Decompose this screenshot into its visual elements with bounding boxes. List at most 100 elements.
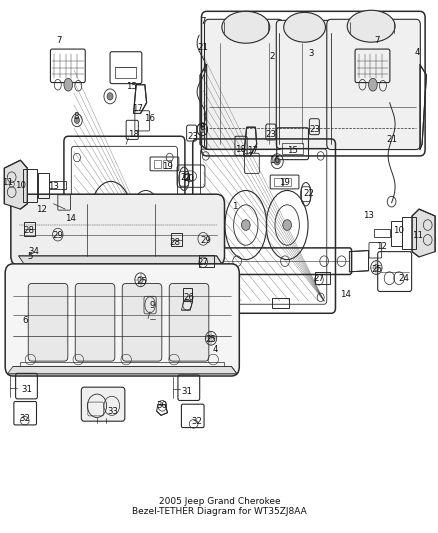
Ellipse shape [200,126,205,133]
Text: 29: 29 [53,231,63,240]
Text: 14: 14 [339,289,350,298]
Text: 22: 22 [304,189,314,198]
FancyBboxPatch shape [11,194,225,265]
FancyBboxPatch shape [169,284,209,361]
Text: 12: 12 [376,242,387,251]
Polygon shape [4,160,27,209]
Ellipse shape [274,158,280,165]
Bar [163,160,171,167]
Text: 27: 27 [198,258,208,266]
Text: 13: 13 [363,212,374,221]
Text: 6: 6 [22,316,28,325]
Text: 10: 10 [15,181,26,190]
Text: 15: 15 [126,82,137,91]
Bar [20,362,224,368]
Text: 13: 13 [48,182,59,191]
Bar [23,168,37,201]
FancyBboxPatch shape [205,19,283,150]
Text: 23: 23 [309,125,320,134]
FancyBboxPatch shape [75,284,115,361]
FancyBboxPatch shape [81,387,125,421]
Text: 10: 10 [392,226,404,235]
Text: 23: 23 [187,132,198,141]
Text: 33: 33 [108,407,119,416]
Ellipse shape [106,211,115,221]
Bar [374,229,390,237]
Text: 1: 1 [232,202,238,211]
Bar [146,289,163,298]
Text: 16: 16 [144,114,155,123]
Bar [391,221,402,246]
Ellipse shape [284,12,325,42]
Bar [171,233,182,246]
Text: 8: 8 [73,112,79,121]
FancyBboxPatch shape [327,19,420,150]
Text: 4: 4 [415,49,420,57]
Text: 25: 25 [205,335,216,344]
Text: 17: 17 [132,103,143,112]
Bar [87,289,104,298]
Bar [283,178,291,185]
Text: 25: 25 [137,277,148,286]
Text: 4: 4 [212,345,218,354]
Text: 21: 21 [198,43,208,52]
Text: 31: 31 [22,385,33,394]
Text: 17: 17 [247,146,258,155]
Bar [314,272,330,284]
Ellipse shape [283,220,292,230]
Text: 28: 28 [24,226,35,235]
FancyBboxPatch shape [276,20,333,149]
Text: 11: 11 [412,231,423,240]
Bar [49,181,66,189]
Text: 14: 14 [65,214,76,223]
Text: 9: 9 [149,301,155,310]
Bar [215,298,233,308]
Text: 8: 8 [200,123,205,132]
Ellipse shape [368,78,377,91]
Text: 23: 23 [265,130,276,139]
Text: 18: 18 [128,130,139,139]
Bar [274,178,282,185]
Text: 15: 15 [287,146,298,155]
Text: 3: 3 [308,50,314,58]
Bar [38,173,49,198]
Text: 27: 27 [314,273,325,282]
Bar [403,216,417,249]
Text: 2: 2 [269,52,275,61]
FancyBboxPatch shape [5,264,239,376]
Ellipse shape [107,93,113,100]
Text: 25: 25 [372,265,383,273]
Text: 19: 19 [162,162,173,171]
Text: 7: 7 [201,18,206,27]
Bar [199,255,214,266]
Text: 16: 16 [268,156,279,165]
Text: 31: 31 [182,387,193,396]
Text: 5: 5 [28,253,33,261]
Text: 7: 7 [374,36,380,45]
Text: 32: 32 [19,414,30,423]
Bar [115,67,136,78]
Text: 18: 18 [235,145,246,154]
Bar [24,222,35,236]
Ellipse shape [241,220,250,230]
Polygon shape [412,209,435,257]
Bar [282,143,303,154]
Text: 34: 34 [28,247,39,256]
Text: 11: 11 [2,178,13,187]
Ellipse shape [74,117,80,124]
Text: 2005 Jeep Grand Cherokee
Bezel-TETHER Diagram for WT35ZJ8AA: 2005 Jeep Grand Cherokee Bezel-TETHER Di… [132,497,307,516]
Text: 28: 28 [170,238,181,247]
Ellipse shape [347,10,395,42]
Text: 29: 29 [200,237,211,246]
Ellipse shape [106,295,115,310]
Text: 21: 21 [386,135,397,144]
FancyBboxPatch shape [28,284,68,361]
Text: 12: 12 [36,205,47,214]
Text: 22: 22 [180,173,191,182]
Polygon shape [19,256,222,264]
Polygon shape [7,367,237,374]
Text: 7: 7 [56,36,61,45]
Text: 32: 32 [191,417,203,426]
Bar [154,160,161,167]
Text: 20: 20 [184,174,195,183]
